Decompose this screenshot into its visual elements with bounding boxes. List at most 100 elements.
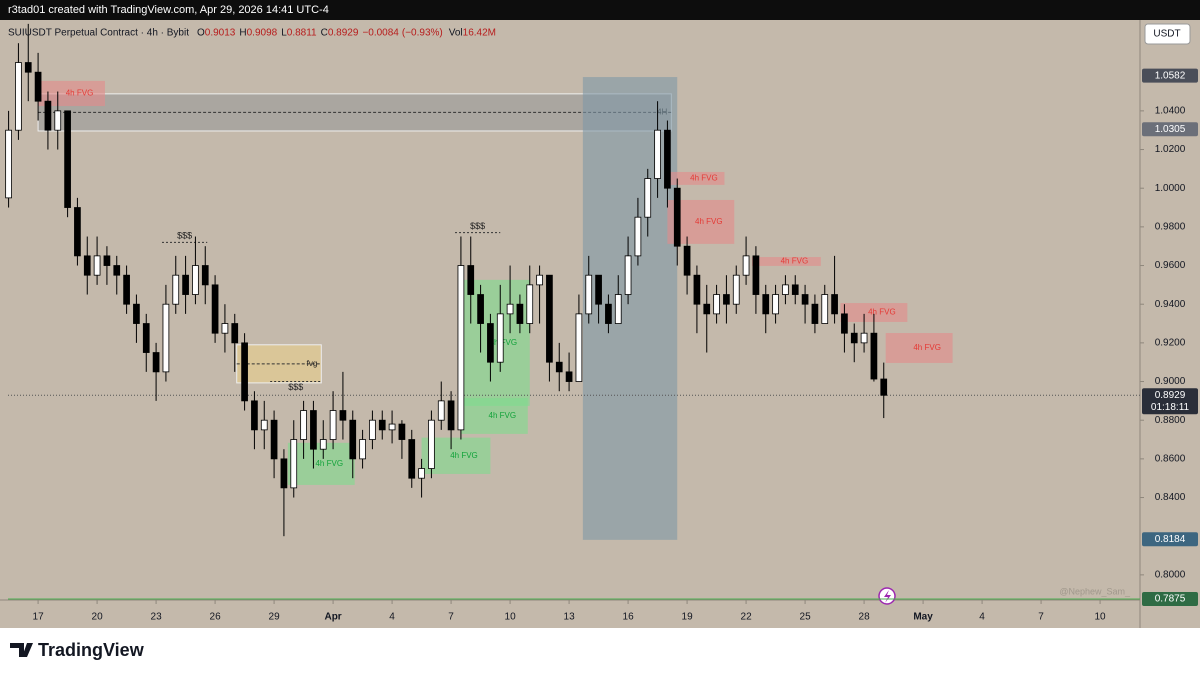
zone-label: 4h FVG <box>781 257 809 266</box>
candle-body <box>575 313 583 382</box>
candle-body <box>683 245 691 276</box>
candle-body <box>369 419 376 440</box>
candle-body <box>54 110 62 131</box>
currency-button[interactable] <box>1144 23 1191 45</box>
candle-body <box>644 178 652 218</box>
x-tick-label: 20 <box>92 612 104 623</box>
legend-change: −0.0084 <box>362 28 399 39</box>
y-tick-label: 1.0400 <box>1155 106 1186 117</box>
candle-body <box>74 207 81 257</box>
y-tick-label: 0.9200 <box>1155 338 1186 349</box>
y-tick-label: 0.9600 <box>1155 260 1186 271</box>
price-label-box <box>1142 592 1198 607</box>
candle-body <box>673 187 681 247</box>
logo-icon <box>10 643 33 657</box>
zone <box>885 333 953 363</box>
y-tick-label: 1.0200 <box>1155 144 1186 155</box>
candle-body <box>260 419 268 431</box>
candle-body <box>15 62 22 131</box>
candle-body <box>182 274 189 295</box>
candle-body <box>103 255 111 266</box>
x-tick-label: May <box>913 612 933 623</box>
y-tick-label: 0.9000 <box>1155 376 1186 387</box>
candle-body <box>496 313 504 363</box>
candle-body <box>388 423 396 431</box>
zone-label: 4h FVG <box>690 174 718 183</box>
price-label: 1.0305 <box>1155 124 1186 135</box>
y-tick-label: 0.8000 <box>1155 570 1186 581</box>
candle-body <box>211 284 219 334</box>
candle-body <box>477 294 484 324</box>
candle-body <box>192 265 199 295</box>
candle-body <box>654 129 661 179</box>
candle-body <box>113 265 121 276</box>
candle-body <box>398 423 406 440</box>
price-label-box <box>1142 68 1198 83</box>
candle-body <box>605 303 612 324</box>
x-tick-label: 4 <box>979 612 985 623</box>
candle-body <box>870 332 878 380</box>
candle-body <box>270 419 278 460</box>
liquidity-label: $$$ <box>177 231 192 241</box>
price-label: 0.8184 <box>1155 534 1186 545</box>
candle-body <box>201 265 209 286</box>
candle-body <box>811 303 819 324</box>
candle-body <box>821 294 829 324</box>
candle-body <box>152 352 160 373</box>
candle-body <box>93 255 101 276</box>
legend-value: 0.9013 <box>205 28 236 39</box>
zone-label: 4h FVG <box>450 451 478 460</box>
candle-body <box>762 294 770 315</box>
liquidity-label: $$$ <box>288 382 303 392</box>
candle-body <box>123 274 130 305</box>
candle-body <box>437 400 445 421</box>
candle-body <box>349 419 357 460</box>
zone-label: 4h FVG <box>66 89 94 98</box>
legend-value: 0.8811 <box>287 28 317 39</box>
candle-body <box>880 378 888 396</box>
candle-body <box>752 255 760 295</box>
zone-label: 4h FVG <box>868 308 896 317</box>
candle-body <box>162 303 170 373</box>
candle-body <box>791 284 799 295</box>
zone-label: fvg <box>307 359 318 368</box>
footer <box>0 628 1200 674</box>
header-bar <box>0 0 1200 20</box>
x-tick-label: 16 <box>623 612 635 623</box>
legend-key: L <box>281 28 287 39</box>
x-tick-label: 7 <box>448 612 454 623</box>
y-tick-label: 0.8400 <box>1155 492 1186 503</box>
candle-body <box>5 129 12 199</box>
zone <box>840 303 908 322</box>
candle-body <box>290 439 298 489</box>
y-tick-label: 1.0000 <box>1155 183 1186 194</box>
candle-body <box>506 303 514 315</box>
candle-body <box>142 323 150 353</box>
countdown: 01:18:11 <box>1151 402 1190 413</box>
candle-body <box>408 439 416 479</box>
y-tick-label: 0.9400 <box>1155 299 1186 310</box>
candle-body <box>614 294 622 324</box>
price-label: 0.8929 <box>1155 390 1186 401</box>
candle-body <box>782 284 789 295</box>
candle-body <box>841 313 848 334</box>
zone-label: 4h FVG <box>695 217 723 226</box>
candle-body <box>280 458 288 489</box>
candle-body <box>457 265 465 431</box>
candle-body <box>723 294 730 305</box>
currency: USDT <box>1153 29 1180 40</box>
zone <box>460 279 530 406</box>
x-tick-label: 7 <box>1038 612 1044 623</box>
legend-key: C <box>321 28 328 39</box>
candle-body <box>801 294 809 305</box>
y-tick-label: 0.9800 <box>1155 222 1186 233</box>
candle-body <box>526 284 534 324</box>
x-tick-label: 28 <box>859 612 871 623</box>
legend-symbol: SUIUSDT Perpetual Contract · 4h · Bybit <box>8 28 189 39</box>
candle-body <box>251 400 258 431</box>
liquidity-label: $$$ <box>470 221 485 231</box>
x-tick-label: Apr <box>324 612 341 623</box>
candle-body <box>428 419 435 469</box>
legend-key: Vol <box>449 28 463 39</box>
